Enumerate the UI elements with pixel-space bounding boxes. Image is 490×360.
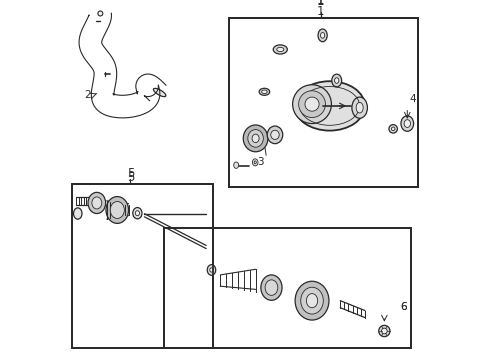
Ellipse shape bbox=[335, 78, 339, 83]
Text: 3: 3 bbox=[258, 157, 264, 167]
Text: 1: 1 bbox=[317, 0, 324, 8]
Ellipse shape bbox=[301, 287, 323, 314]
Ellipse shape bbox=[294, 81, 365, 131]
Ellipse shape bbox=[293, 85, 331, 123]
Bar bbox=[164, 228, 411, 348]
Ellipse shape bbox=[248, 130, 263, 147]
Ellipse shape bbox=[306, 294, 318, 308]
Ellipse shape bbox=[404, 120, 411, 127]
Ellipse shape bbox=[332, 74, 342, 87]
Ellipse shape bbox=[252, 134, 259, 143]
Circle shape bbox=[379, 325, 390, 337]
Ellipse shape bbox=[273, 45, 287, 54]
Ellipse shape bbox=[133, 207, 142, 219]
Text: 5: 5 bbox=[126, 167, 134, 180]
Ellipse shape bbox=[207, 265, 216, 275]
Ellipse shape bbox=[262, 90, 267, 94]
Circle shape bbox=[382, 328, 387, 334]
Ellipse shape bbox=[261, 275, 282, 300]
Ellipse shape bbox=[92, 197, 102, 209]
Bar bbox=[229, 18, 418, 187]
Ellipse shape bbox=[305, 97, 319, 111]
Ellipse shape bbox=[243, 125, 268, 152]
Ellipse shape bbox=[265, 280, 278, 295]
Ellipse shape bbox=[267, 126, 283, 144]
Ellipse shape bbox=[106, 197, 128, 224]
Text: 6: 6 bbox=[400, 302, 407, 312]
Bar bbox=[72, 184, 213, 348]
Ellipse shape bbox=[389, 125, 397, 133]
Ellipse shape bbox=[254, 161, 256, 164]
Ellipse shape bbox=[356, 102, 363, 113]
Bar bbox=[229, 18, 418, 187]
Text: 5: 5 bbox=[126, 171, 134, 184]
Ellipse shape bbox=[210, 268, 213, 272]
Ellipse shape bbox=[298, 91, 325, 118]
Text: 1: 1 bbox=[317, 5, 324, 18]
Ellipse shape bbox=[153, 88, 166, 96]
Text: 6: 6 bbox=[400, 302, 407, 312]
Ellipse shape bbox=[110, 202, 124, 219]
Ellipse shape bbox=[352, 97, 368, 118]
Ellipse shape bbox=[135, 211, 140, 216]
Bar bbox=[164, 228, 411, 348]
Bar bbox=[72, 184, 213, 348]
Ellipse shape bbox=[234, 162, 239, 168]
Ellipse shape bbox=[74, 208, 82, 219]
Text: 4: 4 bbox=[409, 94, 416, 104]
Text: 2: 2 bbox=[84, 90, 91, 100]
Ellipse shape bbox=[318, 29, 327, 42]
Ellipse shape bbox=[295, 281, 329, 320]
Circle shape bbox=[98, 11, 103, 16]
Ellipse shape bbox=[259, 88, 270, 95]
Ellipse shape bbox=[88, 192, 106, 213]
Ellipse shape bbox=[271, 130, 279, 139]
Ellipse shape bbox=[277, 48, 284, 51]
Ellipse shape bbox=[252, 159, 258, 166]
Ellipse shape bbox=[320, 32, 325, 38]
Ellipse shape bbox=[401, 116, 414, 131]
Ellipse shape bbox=[392, 127, 395, 131]
Text: 1: 1 bbox=[317, 0, 324, 7]
